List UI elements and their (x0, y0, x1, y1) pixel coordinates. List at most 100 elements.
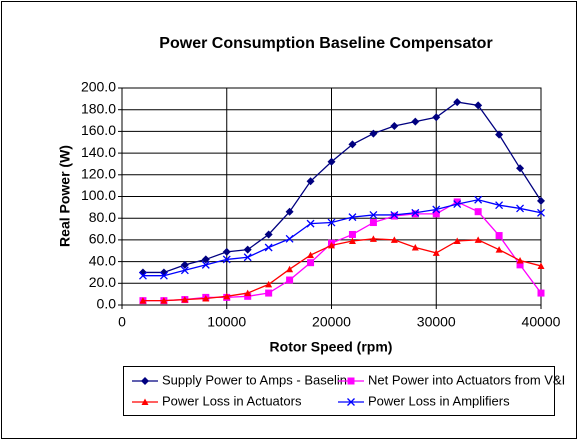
y-tick-label: 140.0 (81, 144, 116, 160)
marker (264, 230, 273, 239)
marker (453, 200, 462, 209)
marker (369, 210, 378, 219)
marker (159, 271, 168, 280)
y-tick-label: 200.0 (81, 79, 116, 95)
marker (474, 195, 483, 204)
y-tick-label: 40.0 (89, 252, 116, 268)
y-tick-label: 100.0 (81, 187, 116, 203)
marker (411, 208, 420, 217)
marker (432, 205, 441, 214)
marker (453, 98, 462, 107)
marker (474, 236, 482, 243)
marker (348, 230, 356, 238)
marker (222, 255, 231, 264)
marker (432, 249, 440, 256)
legend-label: Power Loss in Actuators (162, 393, 302, 408)
x-tick-label: 40000 (522, 314, 561, 330)
marker (180, 266, 189, 275)
marker (516, 204, 525, 213)
y-tick-label: 60.0 (89, 231, 116, 247)
marker (181, 296, 189, 303)
marker (306, 219, 315, 228)
marker (139, 297, 147, 304)
x-tick-label: 30000 (417, 314, 456, 330)
legend-label: Power Loss in Amplifiers (368, 393, 510, 408)
y-tick-label: 80.0 (89, 209, 116, 225)
marker (390, 121, 399, 130)
series-line (142, 101, 542, 274)
y-tick-label: 0.0 (97, 296, 117, 312)
marker (495, 130, 504, 139)
marker (243, 253, 252, 262)
marker (432, 113, 441, 122)
legend-marker (141, 398, 149, 405)
marker (453, 198, 461, 206)
marker (516, 164, 525, 173)
marker (474, 208, 482, 216)
y-axis-title: Real Power (W) (57, 145, 73, 247)
marker (160, 297, 168, 304)
marker (286, 276, 294, 284)
marker (307, 259, 315, 267)
marker (348, 237, 356, 244)
x-tick-label: 0 (118, 314, 126, 330)
legend-label: Supply Power to Amps - Baseline (162, 372, 354, 387)
chart-title: Power Consumption Baseline Compensator (159, 35, 492, 52)
y-tick-label: 180.0 (81, 100, 116, 116)
legend-label: Net Power into Actuators from V&I (368, 372, 565, 387)
marker (223, 292, 231, 300)
marker (411, 210, 419, 218)
marker (348, 213, 357, 222)
marker (285, 234, 294, 243)
marker (453, 237, 461, 244)
y-tick-label: 160.0 (81, 122, 116, 138)
marker (264, 243, 273, 252)
marker (432, 210, 440, 218)
marker (495, 232, 503, 240)
marker (369, 235, 377, 242)
y-tick-label: 20.0 (89, 274, 116, 290)
marker (369, 129, 378, 138)
marker (411, 243, 419, 251)
marker (390, 210, 399, 219)
marker (265, 289, 273, 297)
legend-box (123, 366, 555, 416)
legend-marker (141, 377, 149, 385)
y-tick-label: 120.0 (81, 166, 116, 182)
marker (369, 219, 377, 227)
series-line (142, 199, 542, 277)
marker (201, 260, 210, 269)
legend-marker (347, 398, 355, 406)
series-line (142, 238, 542, 302)
marker (244, 292, 252, 300)
marker (201, 255, 210, 264)
marker (307, 251, 315, 259)
legend-marker (347, 377, 355, 385)
marker (390, 212, 398, 220)
marker (328, 241, 335, 249)
marker (327, 218, 336, 227)
marker (537, 208, 545, 217)
marker (202, 294, 210, 302)
marker (474, 101, 483, 110)
x-axis-title: Rotor Speed (rpm) (270, 339, 393, 355)
marker (495, 201, 504, 210)
marker (265, 280, 273, 288)
marker (495, 246, 503, 253)
marker (243, 245, 252, 254)
marker (516, 257, 524, 264)
marker (306, 177, 315, 186)
marker (286, 265, 294, 273)
marker (222, 247, 231, 256)
marker (180, 260, 189, 269)
marker (285, 207, 294, 216)
marker (244, 289, 252, 297)
marker (327, 157, 336, 166)
marker (516, 261, 524, 269)
x-tick-label: 10000 (207, 314, 246, 330)
marker (411, 117, 420, 126)
marker (348, 140, 357, 149)
marker (537, 262, 545, 269)
